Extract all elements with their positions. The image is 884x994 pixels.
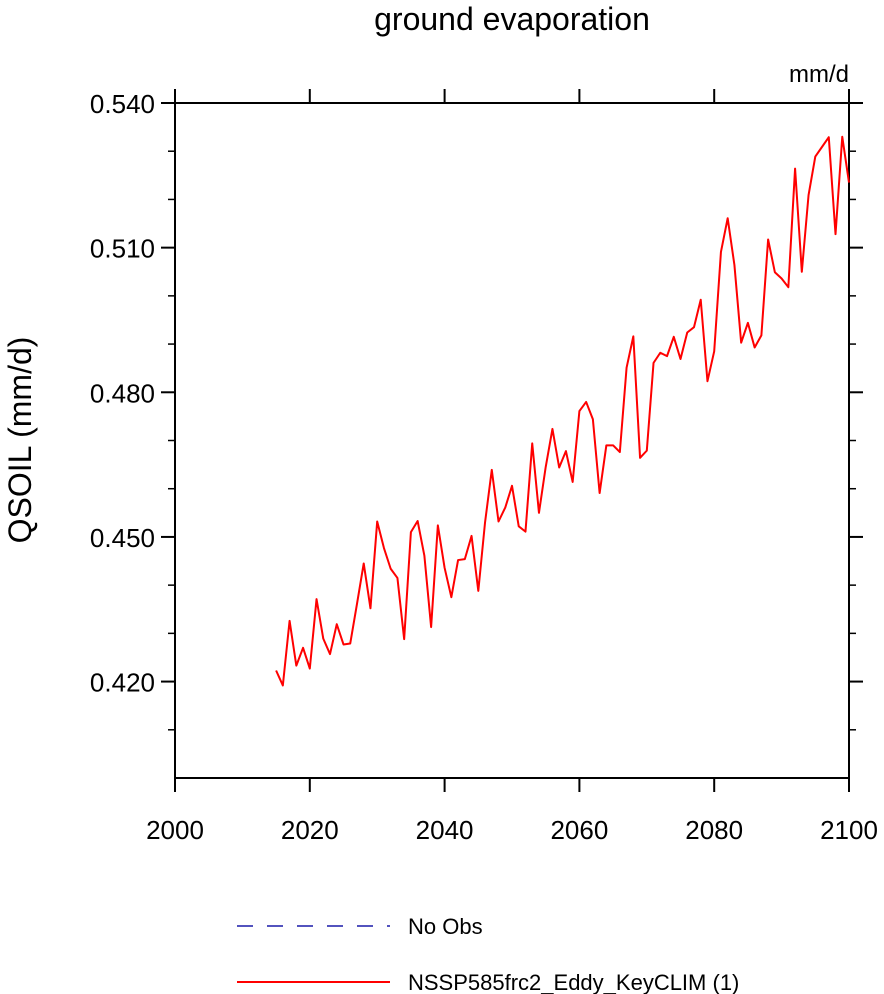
y-tick-labels: 0.420 0.450 0.480 0.510 0.540 [90, 89, 155, 698]
y-tick-label: 0.540 [90, 89, 155, 119]
legend: No Obs NSSP585frc2_Eddy_KeyCLIM (1) [237, 914, 739, 994]
series-line [275, 135, 850, 687]
legend-label: No Obs [408, 914, 483, 939]
axis-ticks [161, 89, 863, 792]
x-tick-label: 2100 [820, 815, 878, 845]
y-axis-label: QSOIL (mm/d) [2, 337, 38, 544]
chart-title: ground evaporation [374, 1, 650, 37]
legend-label: NSSP585frc2_Eddy_KeyCLIM (1) [408, 970, 739, 994]
x-tick-labels: 2000 2020 2040 2060 2080 2100 [146, 815, 878, 845]
y-tick-label: 0.480 [90, 378, 155, 408]
x-tick-label: 2060 [550, 815, 608, 845]
series-layer [275, 135, 850, 687]
x-tick-label: 2020 [281, 815, 339, 845]
y-tick-label: 0.450 [90, 523, 155, 553]
x-tick-label: 2080 [685, 815, 743, 845]
x-tick-label: 2000 [146, 815, 204, 845]
x-tick-label: 2040 [416, 815, 474, 845]
y-tick-label: 0.510 [90, 234, 155, 264]
units-label: mm/d [789, 61, 849, 88]
plot-frame [174, 102, 850, 779]
y-tick-label: 0.420 [90, 668, 155, 698]
